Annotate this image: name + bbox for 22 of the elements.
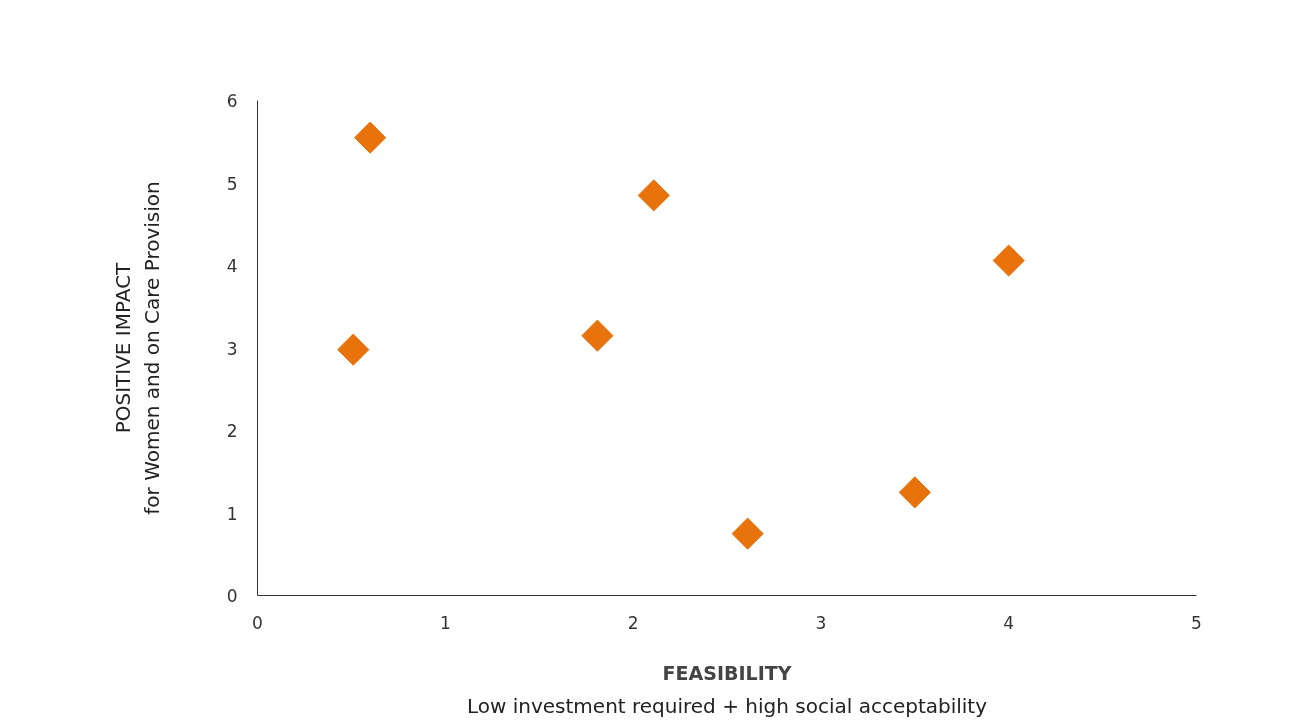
x-tick-label: 4	[1003, 612, 1015, 633]
y-tick-label: 0	[226, 586, 238, 606]
x-tick-label: 1	[439, 612, 451, 633]
y-tick-label: 5	[226, 173, 238, 194]
y-tick-label: 1	[226, 503, 238, 524]
text: FEASIBILITY Low investment required + high social acceptability	[466, 661, 988, 718]
y-tick-label: 6	[226, 91, 238, 111]
point	[898, 476, 931, 509]
point	[637, 179, 670, 212]
x-tick-label: 3	[815, 612, 827, 633]
point	[731, 517, 764, 550]
point	[354, 121, 387, 154]
y-tick-label: 3	[226, 338, 238, 359]
point	[337, 333, 370, 366]
x-tick-label: 0	[252, 612, 263, 633]
y-tick-label: 4	[226, 256, 238, 276]
x-tick-label: 5	[1191, 612, 1202, 633]
y-axis-title: POSITIVE IMPACT for Women and on Care Provision	[110, 181, 164, 515]
x-tick-label: 2	[627, 612, 639, 633]
point	[992, 244, 1025, 277]
point	[581, 319, 614, 352]
y-tick-label: 2	[226, 421, 238, 441]
